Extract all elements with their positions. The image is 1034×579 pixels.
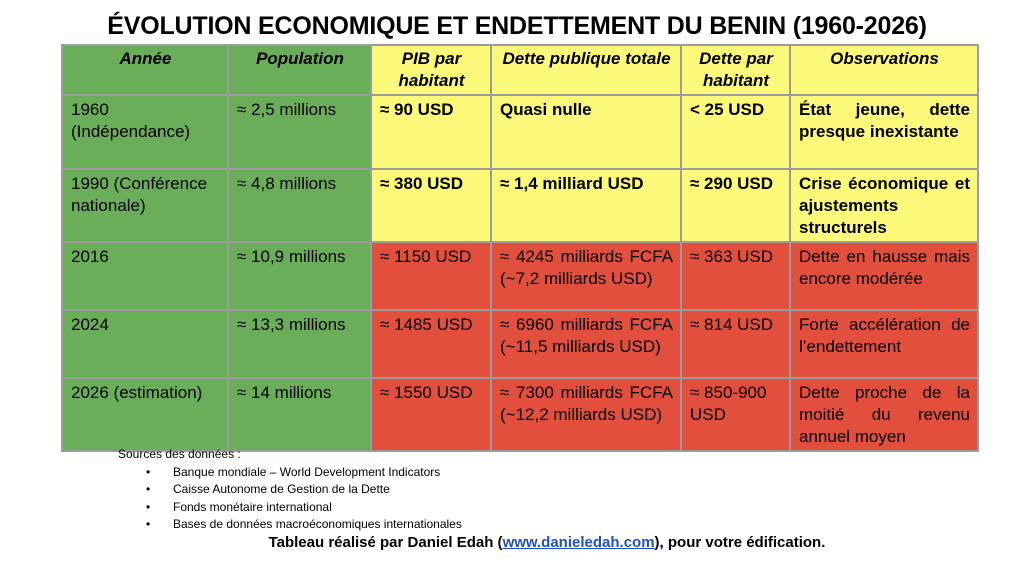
cell-population: ≈ 14 millions: [227, 377, 372, 452]
economic-table: Année Population PIB par habitant Dette …: [61, 44, 979, 452]
cell-dette: Quasi nulle: [490, 94, 682, 170]
cell-population: ≈ 13,3 millions: [227, 309, 372, 379]
bullet-icon: •: [146, 464, 151, 479]
cell-observations: État jeune, dette presque inexistante: [789, 94, 979, 170]
table-row: 2024 ≈ 13,3 millions ≈ 1485 USD ≈ 6960 m…: [61, 309, 979, 379]
cell-observations: Forte accélération de l’endettement: [789, 309, 979, 379]
header-population: Population: [227, 44, 372, 96]
cell-population: ≈ 10,9 millions: [227, 241, 372, 311]
cell-dette-habitant: ≈ 850-900 USD: [680, 377, 791, 452]
footer-suffix: ), pour votre édification.: [654, 534, 826, 551]
header-dette-habitant: Dette par habitant: [680, 44, 791, 96]
list-item: • Caisse Autonome de Gestion de la Dette: [146, 481, 462, 499]
cell-population: ≈ 4,8 millions: [227, 168, 372, 243]
cell-dette-habitant: ≈ 814 USD: [680, 309, 791, 379]
cell-dette-habitant: ≈ 290 USD: [680, 168, 791, 243]
header-dette-totale: Dette publique totale: [490, 44, 682, 96]
cell-pib: ≈ 1550 USD: [370, 377, 492, 452]
cell-pib: ≈ 1150 USD: [370, 241, 492, 311]
cell-annee: 2026 (estimation): [61, 377, 229, 452]
cell-observations: Dette proche de la moitié du revenu annu…: [789, 377, 979, 452]
cell-dette-habitant: < 25 USD: [680, 94, 791, 170]
source-label: Banque mondiale – World Development Indi…: [173, 464, 441, 479]
cell-pib: ≈ 380 USD: [370, 168, 492, 243]
cell-observations: Crise économique et ajustements structur…: [789, 168, 979, 243]
list-item: • Banque mondiale – World Development Ind…: [146, 464, 462, 482]
bullet-icon: •: [146, 482, 151, 496]
header-pib: PIB par habitant: [370, 44, 492, 96]
cell-pib: ≈ 90 USD: [370, 94, 492, 170]
cell-annee: 2024: [61, 309, 229, 379]
cell-dette: ≈ 6960 milliards FCFA (~11,5 milliards U…: [490, 309, 682, 379]
list-item: • Fonds monétaire international: [146, 499, 462, 517]
header-annee: Année: [61, 44, 229, 96]
sources-section: Sources des données : • Banque mondiale –…: [118, 446, 462, 534]
bullet-icon: •: [146, 499, 151, 514]
cell-population: ≈ 2,5 millions: [227, 94, 372, 170]
page-title: ÉVOLUTION ECONOMIQUE ET ENDETTEMENT DU B…: [107, 12, 927, 40]
bullet-icon: •: [146, 517, 151, 531]
table-row: 2016 ≈ 10,9 millions ≈ 1150 USD ≈ 4245 m…: [61, 241, 979, 311]
cell-pib: ≈ 1485 USD: [370, 309, 492, 379]
cell-observations: Dette en hausse mais encore modérée: [789, 241, 979, 311]
source-label: Bases de données macroéconomiques intern…: [173, 517, 462, 531]
cell-annee: 1960 (Indépendance): [61, 94, 229, 170]
sources-heading: Sources des données :: [118, 447, 241, 461]
source-label: Fonds monétaire international: [173, 499, 332, 514]
cell-annee: 1990 (Conférence nationale): [61, 168, 229, 243]
cell-dette: ≈ 7300 milliards FCFA (~12,2 milliards U…: [490, 377, 682, 452]
cell-annee: 2016: [61, 241, 229, 311]
cell-dette-habitant: ≈ 363 USD: [680, 241, 791, 311]
header-observations: Observations: [789, 44, 979, 96]
sources-list: • Banque mondiale – World Development Ind…: [118, 464, 462, 534]
source-label: Caisse Autonome de Gestion de la Dette: [173, 482, 390, 496]
list-item: • Bases de données macroéconomiques inter…: [146, 516, 462, 534]
table-row: 2026 (estimation) ≈ 14 millions ≈ 1550 U…: [61, 377, 979, 452]
website-link[interactable]: www.danieledah.com: [502, 534, 655, 551]
table-row: 1990 (Conférence nationale) ≈ 4,8 millio…: [61, 168, 979, 243]
cell-dette: ≈ 4245 milliards FCFA (~7,2 milliards US…: [490, 241, 682, 311]
table-header-row: Année Population PIB par habitant Dette …: [61, 44, 979, 96]
table-row: 1960 (Indépendance) ≈ 2,5 millions ≈ 90 …: [61, 94, 979, 170]
footer-credit: Tableau réalisé par Daniel Edah (www.dan…: [0, 534, 1034, 551]
cell-dette: ≈ 1,4 milliard USD: [490, 168, 682, 243]
footer-prefix: Tableau réalisé par Daniel Edah (: [268, 534, 503, 551]
